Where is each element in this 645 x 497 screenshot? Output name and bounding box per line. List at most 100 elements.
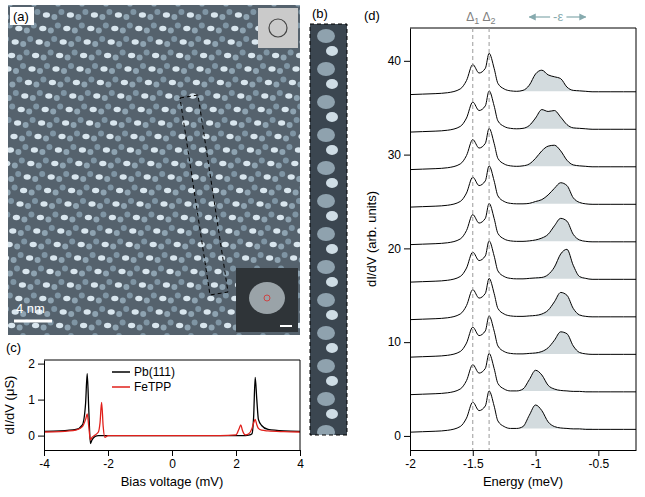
molecule (125, 190, 131, 196)
molecule (55, 271, 61, 277)
molecule (178, 134, 185, 140)
molecule (72, 320, 78, 326)
molecule (228, 185, 234, 191)
molecule (164, 188, 171, 194)
tick: -0.5 (588, 450, 609, 471)
molecule (133, 68, 139, 74)
molecule (246, 95, 252, 101)
molecule (61, 68, 67, 74)
molecule (170, 255, 177, 261)
molecule (84, 163, 90, 169)
molecule (230, 244, 236, 250)
molecule (62, 244, 68, 250)
inset-structure (258, 8, 298, 48)
molecule (21, 93, 28, 99)
molecule (56, 198, 62, 204)
molecule (55, 5, 61, 7)
molecule (175, 293, 181, 299)
molecule (42, 230, 48, 236)
molecule (15, 171, 21, 177)
molecule (124, 66, 131, 72)
molecule (63, 149, 69, 155)
molecule (148, 212, 154, 218)
tick-label: 30 (388, 148, 402, 162)
tick: 0 (169, 450, 176, 471)
molecule (139, 282, 146, 288)
molecule (277, 90, 283, 96)
molecule (60, 39, 67, 45)
molecule (18, 230, 24, 236)
molecule (81, 228, 88, 234)
molecule (91, 158, 97, 164)
molecule (117, 217, 123, 223)
molecule (74, 131, 80, 137)
molecule (60, 309, 67, 315)
molecule (135, 171, 141, 177)
molecule (150, 117, 156, 123)
tick-label: -2 (103, 457, 114, 471)
molecule (244, 212, 250, 218)
molecule (23, 122, 29, 128)
molecule (88, 77, 94, 83)
molecule (106, 279, 112, 285)
molecule (67, 282, 74, 288)
molecule (174, 117, 180, 123)
molecule (124, 212, 130, 218)
data-line (410, 128, 636, 169)
molecule (20, 41, 26, 47)
molecule (326, 46, 338, 56)
legend-swatch (112, 386, 130, 388)
molecule (128, 176, 134, 182)
molecule (187, 12, 194, 18)
molecule (264, 174, 271, 180)
molecule (38, 266, 44, 272)
molecule (231, 171, 237, 177)
molecule (264, 50, 270, 56)
molecule (205, 68, 211, 74)
molecule (216, 298, 222, 304)
molecule (224, 323, 231, 329)
molecule (126, 242, 133, 248)
molecule (194, 131, 200, 137)
molecule (119, 122, 125, 128)
molecule (159, 171, 165, 177)
figure: (a)4 nm(b)-4-2024012Bias voltage (mV)dI/… (0, 0, 645, 497)
molecule (288, 50, 294, 56)
shaded-peak (517, 218, 592, 241)
molecule (139, 12, 146, 18)
molecule (51, 36, 57, 42)
molecule (170, 109, 176, 115)
molecule (144, 298, 150, 304)
molecule (187, 282, 194, 288)
molecule (317, 62, 335, 76)
molecule (181, 68, 187, 74)
molecule (168, 28, 174, 34)
molecule (226, 134, 233, 140)
molecule (192, 298, 198, 304)
plot-frame (636, 28, 637, 450)
molecule (54, 242, 61, 248)
tick-label: 20 (388, 242, 402, 256)
molecule (63, 171, 69, 177)
molecule (100, 212, 106, 218)
molecule (263, 122, 269, 128)
molecule (175, 147, 182, 153)
molecule (83, 257, 89, 263)
molecule (174, 242, 181, 248)
molecule (150, 95, 156, 101)
molecule (242, 109, 248, 115)
molecule (176, 53, 183, 59)
molecule (71, 122, 77, 128)
molecule (199, 293, 205, 299)
molecule (139, 158, 145, 164)
molecule (295, 5, 300, 7)
molecule (176, 323, 183, 329)
molecule (277, 68, 283, 74)
tick-label: -1 (531, 457, 542, 471)
molecule (261, 217, 267, 223)
molecule (219, 161, 226, 167)
molecule (157, 90, 163, 96)
tick: 2 (233, 450, 240, 471)
molecule (218, 109, 224, 115)
molecule (195, 14, 201, 20)
